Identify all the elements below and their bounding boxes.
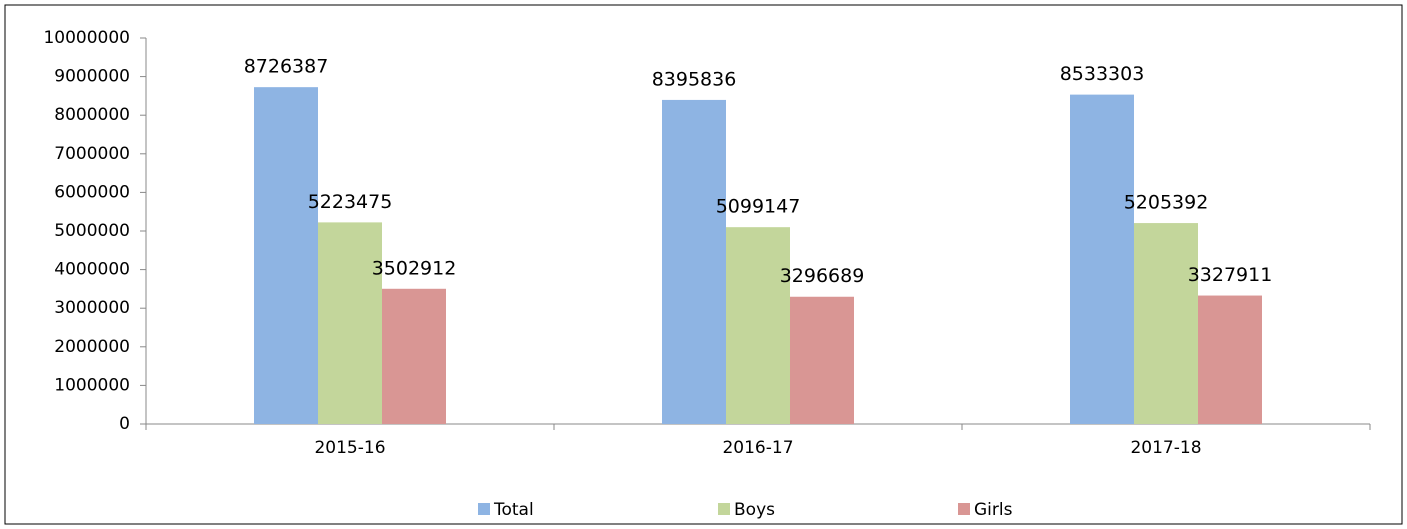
legend-label: Girls [974, 500, 1013, 520]
y-tick-label: 9000000 [54, 67, 130, 87]
y-tick-label: 2000000 [54, 337, 130, 357]
data-label: 3502912 [372, 257, 457, 279]
bar [1198, 295, 1262, 424]
data-label: 5099147 [716, 196, 801, 218]
legend-swatch [958, 503, 970, 515]
data-label: 3327911 [1188, 264, 1273, 286]
data-label: 8395836 [652, 68, 737, 90]
y-tick-label: 7000000 [54, 144, 130, 164]
data-label: 3296689 [780, 265, 865, 287]
bar [382, 288, 446, 424]
data-label: 8533303 [1060, 63, 1145, 85]
bar [1134, 223, 1198, 424]
legend-label: Boys [734, 500, 775, 520]
y-tick-label: 5000000 [54, 221, 130, 241]
x-tick-label: 2016-17 [722, 438, 793, 458]
data-label: 5205392 [1124, 192, 1209, 214]
x-tick-label: 2015-16 [314, 438, 385, 458]
bar [254, 87, 318, 424]
y-tick-label: 4000000 [54, 260, 130, 280]
data-label: 8726387 [244, 56, 329, 78]
y-tick-label: 0 [119, 414, 130, 434]
y-tick-label: 6000000 [54, 182, 130, 202]
data-label: 5223475 [308, 191, 393, 213]
bar [662, 99, 726, 425]
bar [790, 296, 854, 424]
y-tick-label: 1000000 [54, 375, 130, 395]
y-tick-label: 3000000 [54, 298, 130, 318]
legend-swatch [478, 503, 490, 515]
x-tick-label: 2017-18 [1130, 438, 1201, 458]
y-tick-label: 8000000 [54, 105, 130, 125]
y-tick-label: 10000000 [43, 28, 130, 48]
legend-label: Total [493, 500, 534, 520]
bar [318, 222, 382, 424]
bar [1070, 94, 1134, 424]
legend-swatch [718, 503, 730, 515]
bar [726, 227, 790, 424]
